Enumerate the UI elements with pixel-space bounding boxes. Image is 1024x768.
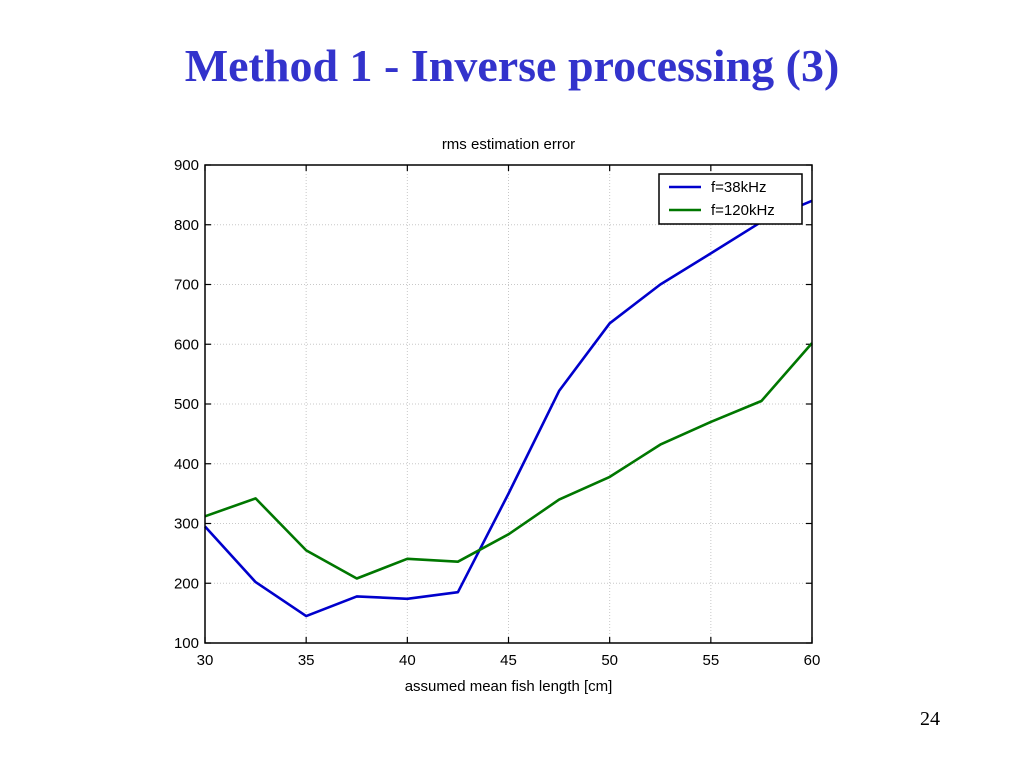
slide-title: Method 1 - Inverse processing (3) xyxy=(184,40,840,91)
legend-label-2: f=120kHz xyxy=(711,202,775,219)
legend: f=38kHz f=120kHz xyxy=(658,173,803,225)
series-line-2 xyxy=(204,342,813,580)
legend-box xyxy=(658,173,803,225)
series-line-1 xyxy=(204,199,813,618)
x-tick-label: 45 xyxy=(500,652,517,669)
x-tick-label: 35 xyxy=(298,652,315,669)
y-tick-label: 700 xyxy=(174,277,199,294)
series-lines xyxy=(204,199,813,618)
x-tick-label: 50 xyxy=(601,652,618,669)
y-tick-label: 800 xyxy=(174,217,199,234)
axis-tick-labels: 30 35 40 45 50 55 60 100 200 300 400 500 600 700 800 90… xyxy=(174,157,820,669)
x-tick-label: 55 xyxy=(702,652,719,669)
y-tick-label: 200 xyxy=(174,575,199,592)
x-tick-label: 30 xyxy=(197,652,214,669)
y-tick-label: 600 xyxy=(174,336,199,353)
page-number: 24 xyxy=(920,708,940,730)
x-axis-label: assumed mean fish length [cm] xyxy=(405,678,613,695)
x-tick-label: 60 xyxy=(804,652,821,669)
y-tick-label: 900 xyxy=(174,157,199,174)
x-tick-label: 40 xyxy=(399,652,416,669)
y-tick-label: 400 xyxy=(174,456,199,473)
chart-title: rms estimation error xyxy=(442,136,575,153)
legend-label-1: f=38kHz xyxy=(711,179,766,196)
grid-lines xyxy=(205,165,812,643)
y-tick-label: 100 xyxy=(174,635,199,652)
plot-frame xyxy=(204,164,813,644)
y-tick-label: 300 xyxy=(174,516,199,533)
y-tick-label: 500 xyxy=(174,396,199,413)
